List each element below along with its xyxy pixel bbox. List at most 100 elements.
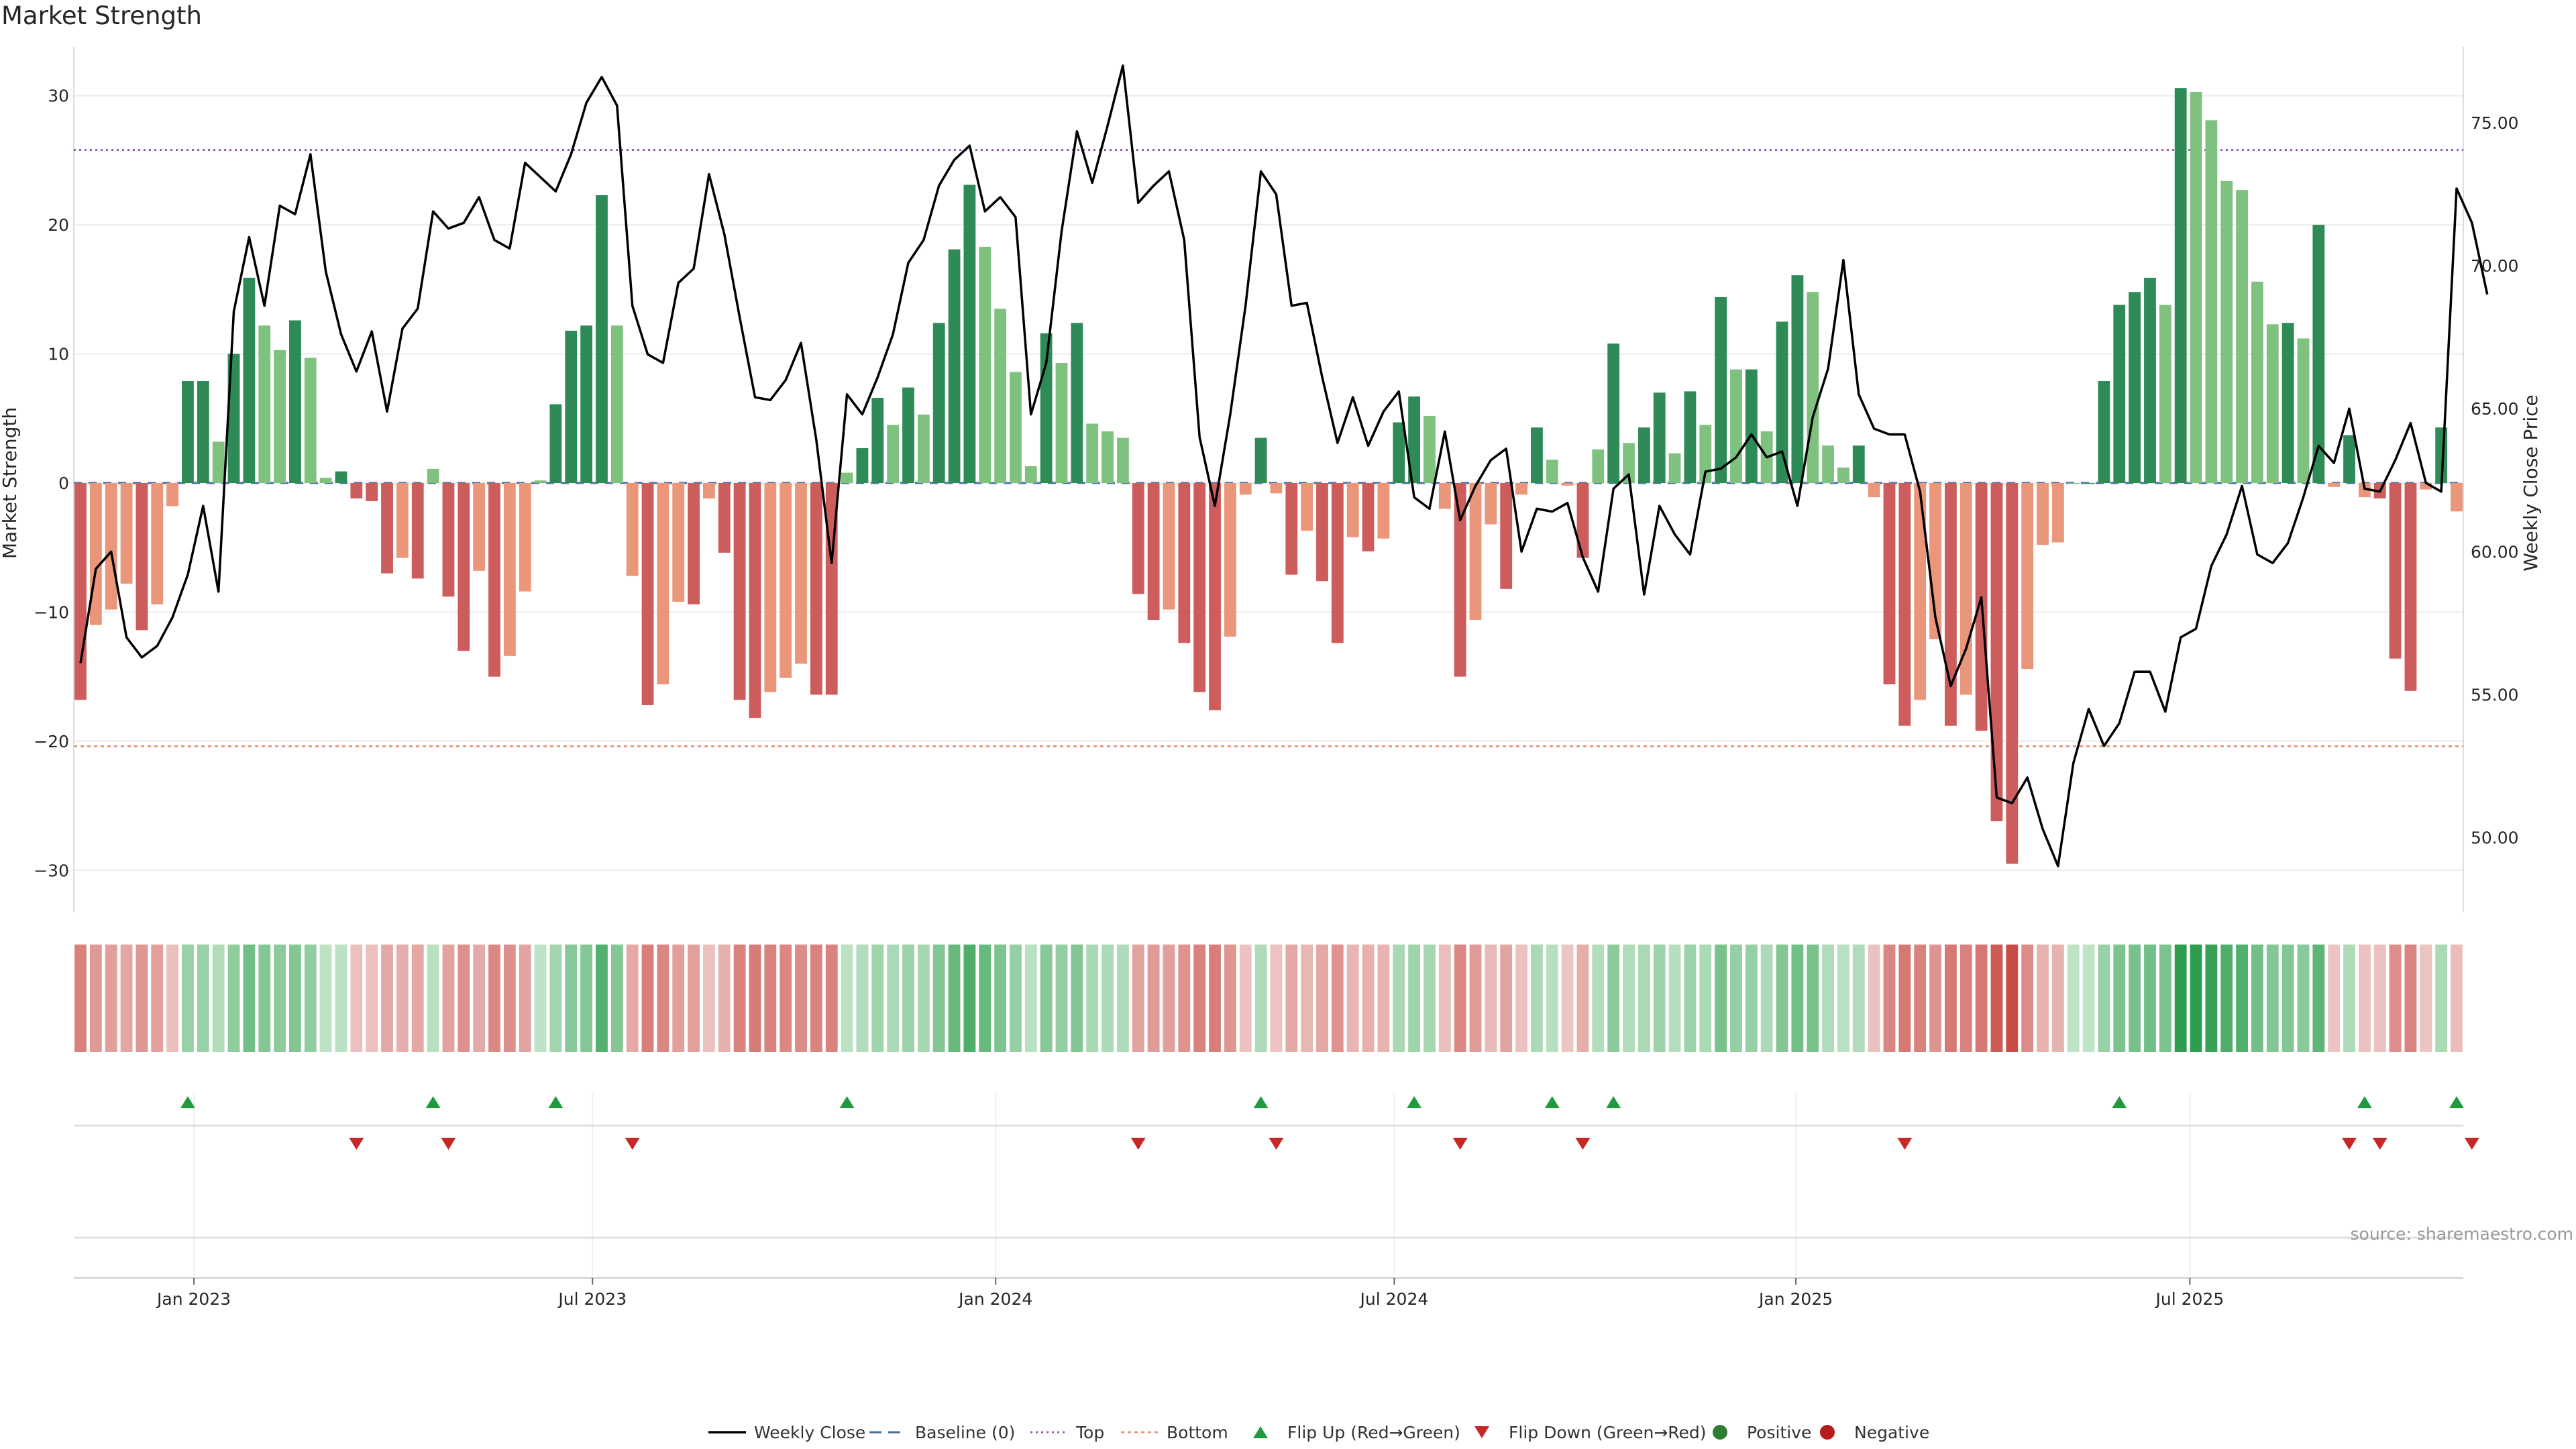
- heat-cell: [411, 945, 424, 1052]
- heat-cell: [549, 945, 562, 1052]
- strength-bar: [1408, 396, 1421, 483]
- strength-bar: [2312, 225, 2325, 483]
- heat-cell: [749, 945, 761, 1052]
- flip-down-marker: [1575, 1138, 1591, 1150]
- strength-bar: [1837, 467, 1849, 483]
- heat-cell: [1837, 945, 1849, 1052]
- heat-cell: [1546, 945, 1558, 1052]
- heat-cell: [1316, 945, 1328, 1052]
- strength-bar: [105, 483, 117, 610]
- left-tick-label: 30: [48, 87, 69, 106]
- flip-down-marker: [625, 1138, 640, 1150]
- heat-cell: [1561, 945, 1574, 1052]
- strength-bar: [2343, 435, 2355, 483]
- heat-cell: [1975, 945, 1988, 1052]
- strength-bar: [2282, 323, 2294, 483]
- heat-cell: [2082, 945, 2095, 1052]
- heat-cell: [1530, 945, 1543, 1052]
- heat-cell: [120, 945, 133, 1052]
- heat-cell: [1055, 945, 1068, 1052]
- heat-cell: [1852, 945, 1865, 1052]
- x-tick-label: Jul 2025: [2155, 1289, 2224, 1309]
- heat-cell: [2037, 945, 2049, 1052]
- heat-cell: [473, 945, 486, 1052]
- heat-cell: [932, 945, 945, 1052]
- x-tick-label: Jan 2024: [957, 1289, 1032, 1309]
- strength-bar: [519, 483, 531, 592]
- strength-bar: [1960, 483, 1972, 695]
- heat-cell: [2236, 945, 2248, 1052]
- strength-bar: [1071, 323, 1083, 483]
- flip-down-marker: [1130, 1138, 1146, 1150]
- strength-bar: [2404, 483, 2417, 691]
- strength-bar: [473, 483, 486, 571]
- strength-bar: [1485, 483, 1497, 525]
- strength-bar: [503, 483, 516, 656]
- heat-cell: [1668, 945, 1681, 1052]
- heat-cell: [274, 945, 286, 1052]
- legend-swatch-dot-red: [1820, 1425, 1835, 1440]
- legend-item: Negative: [1820, 1423, 1929, 1442]
- strength-bar: [488, 483, 500, 677]
- strength-bar: [718, 483, 731, 553]
- heat-cell: [565, 945, 578, 1052]
- legend-label: Baseline (0): [915, 1423, 1015, 1442]
- strength-bar: [1055, 363, 1068, 483]
- strength-bar: [304, 358, 317, 483]
- heat-cell: [2343, 945, 2355, 1052]
- strength-bar: [2037, 483, 2049, 545]
- strength-bar: [749, 483, 761, 718]
- legend-item: Top: [1030, 1423, 1104, 1442]
- heat-cell: [1607, 945, 1620, 1052]
- heat-cell: [1132, 945, 1144, 1052]
- heat-cell: [1071, 945, 1083, 1052]
- heat-cell: [1454, 945, 1466, 1052]
- strength-bars: [74, 88, 2463, 864]
- heat-cell: [764, 945, 777, 1052]
- heat-cell: [1990, 945, 2003, 1052]
- strength-bar: [2129, 292, 2141, 483]
- strength-bar: [1346, 483, 1359, 537]
- flip-up-marker: [180, 1096, 195, 1108]
- heat-cell: [1791, 945, 1804, 1052]
- strength-bar: [963, 184, 976, 483]
- heat-cell: [1883, 945, 1896, 1052]
- heat-cell: [534, 945, 547, 1052]
- strength-bar: [1438, 483, 1451, 509]
- right-tick-label: 60.00: [2471, 542, 2519, 561]
- strength-bar: [1331, 483, 1344, 643]
- heat-cell: [458, 945, 470, 1052]
- strength-bar: [887, 425, 900, 483]
- weekly-close-line: [79, 64, 2489, 867]
- heat-cell: [2205, 945, 2218, 1052]
- strength-bar: [688, 483, 700, 604]
- flip-up-marker: [1544, 1096, 1560, 1108]
- heat-cell: [641, 945, 654, 1052]
- heat-cell: [1776, 945, 1788, 1052]
- heat-cell: [810, 945, 822, 1052]
- strength-bar: [1530, 427, 1543, 483]
- strength-bar: [1515, 483, 1527, 495]
- strength-bar: [994, 309, 1007, 483]
- heat-cell: [2312, 945, 2325, 1052]
- strength-bar: [1024, 466, 1037, 483]
- left-tick-label: 20: [48, 215, 69, 235]
- heat-cell: [427, 945, 439, 1052]
- flip-up-marker: [1407, 1096, 1422, 1108]
- heat-cell: [1515, 945, 1527, 1052]
- heat-cell: [304, 945, 317, 1052]
- heat-cell: [2389, 945, 2402, 1052]
- strength-bar: [1715, 297, 1727, 483]
- strength-bar: [2251, 281, 2263, 483]
- heat-cell: [2451, 945, 2463, 1052]
- heat-cell: [626, 945, 639, 1052]
- strength-bar: [1270, 483, 1283, 494]
- flip-down-marker: [1452, 1138, 1468, 1150]
- strength-bar: [534, 480, 547, 483]
- strength-bar: [1607, 343, 1620, 483]
- strength-bar: [89, 483, 102, 625]
- heat-cell: [2373, 945, 2386, 1052]
- heat-cell: [442, 945, 455, 1052]
- strength-bar: [1132, 483, 1144, 594]
- axes-frame: [73, 47, 2464, 1279]
